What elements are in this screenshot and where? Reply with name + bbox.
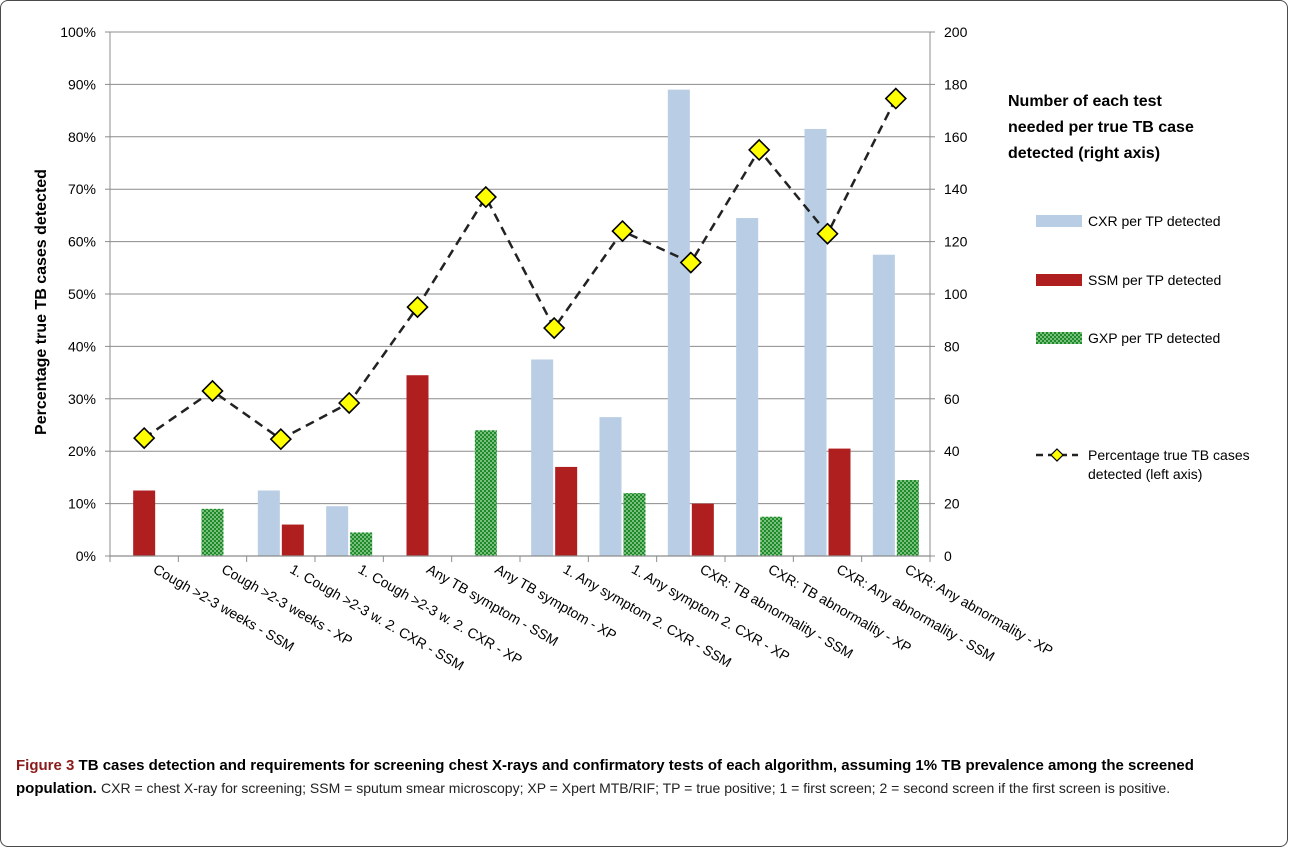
line-marker (611, 219, 634, 243)
y-tick-label: 80% (68, 129, 96, 145)
legend-item: Percentage true TB cases detected (left a… (1036, 447, 1250, 482)
line-marker (474, 185, 497, 209)
figure-caption: Figure 3 TB cases detection and requirem… (16, 754, 1278, 800)
bar-ssm (406, 375, 429, 556)
y2-tick-label: 20 (944, 496, 960, 512)
bar-cxr (736, 218, 759, 556)
legend-swatch (1036, 274, 1082, 286)
bar-gxp (474, 430, 497, 556)
line-marker (679, 251, 702, 274)
bar-ssm (555, 466, 578, 556)
bar-gxp (760, 516, 783, 556)
y-tick-label: 60% (68, 234, 96, 250)
bar-cxr (257, 490, 280, 556)
legend-item: SSM per TP detected (1036, 272, 1221, 288)
caption-title: TB cases detection and requirements for … (16, 757, 1194, 797)
percentage-line-path (143, 97, 897, 441)
y-tick-label: 40% (68, 338, 96, 354)
bar-ssm (691, 503, 714, 556)
legend-item: GXP per TP detected (1036, 330, 1220, 346)
bar-cxr (326, 506, 349, 556)
y-tick-label: 0% (76, 548, 96, 564)
legend-label: CXR per TP detected (1088, 213, 1221, 229)
legend-title-line: detected (right axis) (1008, 145, 1160, 162)
bar-cxr (531, 359, 554, 556)
line-marker (133, 426, 156, 450)
bar-cxr (872, 254, 895, 556)
tick-labels: 0% 10% 20% 30% 40% 50% 60% 70% 80% 90% 100% 0 20 40 60… (60, 24, 967, 564)
line-marker (406, 295, 429, 319)
chart: 0% 10% 20% 30% 40% 50% 60% 70% 80% 90% 100% 0 20 40 60… (33, 24, 1250, 674)
line-marker (884, 87, 907, 110)
legend-label: Percentage true TB cases (1088, 447, 1250, 463)
bar-gxp (623, 493, 646, 556)
bar-gxp (350, 532, 373, 556)
category-label: Any TB symptom - XP (492, 561, 619, 644)
y-tick-label: 20% (68, 443, 96, 459)
legend-label: detected (left axis) (1088, 466, 1202, 482)
legend-title-line: Number of each test (1008, 93, 1162, 110)
legend-item: CXR per TP detected (1036, 213, 1221, 229)
bar-cxr (804, 128, 827, 556)
y-axis-label: Percentage true TB cases detected (33, 169, 50, 435)
line-marker (269, 428, 292, 451)
line-marker (543, 316, 566, 340)
legend-swatch (1036, 332, 1082, 344)
line-marker (816, 222, 839, 245)
bar-ssm (133, 490, 156, 556)
legend-label: SSM per TP detected (1088, 272, 1221, 288)
bar-ssm (828, 448, 851, 556)
bars (133, 89, 919, 556)
y2-tick-label: 0 (944, 548, 952, 564)
bar-gxp (896, 480, 919, 556)
y2-tick-label: 160 (944, 129, 968, 145)
y-tick-label: 30% (68, 391, 96, 407)
bar-gxp (201, 508, 224, 556)
y-tick-label: 10% (68, 496, 96, 512)
line-marker (201, 379, 224, 403)
legend-marker-swatch (1050, 448, 1064, 462)
y2-tick-label: 60 (944, 391, 960, 407)
line-marker (748, 138, 771, 162)
y2-tick-label: 100 (944, 286, 968, 302)
line-marker (338, 391, 361, 415)
y-tick-label: 70% (68, 181, 96, 197)
legend-swatch (1036, 215, 1082, 227)
percentage-line (133, 87, 907, 451)
legend-title-line: needed per true TB case (1008, 119, 1194, 136)
caption-body: CXR = chest X-ray for screening; SSM = s… (101, 780, 1171, 796)
y-tick-label: 90% (68, 76, 96, 92)
bar-cxr (599, 417, 622, 556)
y2-tick-label: 120 (944, 234, 968, 250)
bar-cxr (667, 89, 690, 556)
y2-tick-label: 80 (944, 338, 960, 354)
y2-tick-label: 200 (944, 24, 968, 40)
bar-ssm (281, 524, 304, 556)
y-tick-label: 100% (60, 24, 96, 40)
y-tick-label: 50% (68, 286, 96, 302)
legend-label: GXP per TP detected (1088, 330, 1220, 346)
y2-tick-label: 140 (944, 181, 968, 197)
y2-tick-label: 180 (944, 76, 968, 92)
legend: Number of each test needed per true TB ca… (1008, 93, 1250, 482)
y2-tick-label: 40 (944, 443, 960, 459)
caption-label: Figure 3 (16, 757, 75, 774)
